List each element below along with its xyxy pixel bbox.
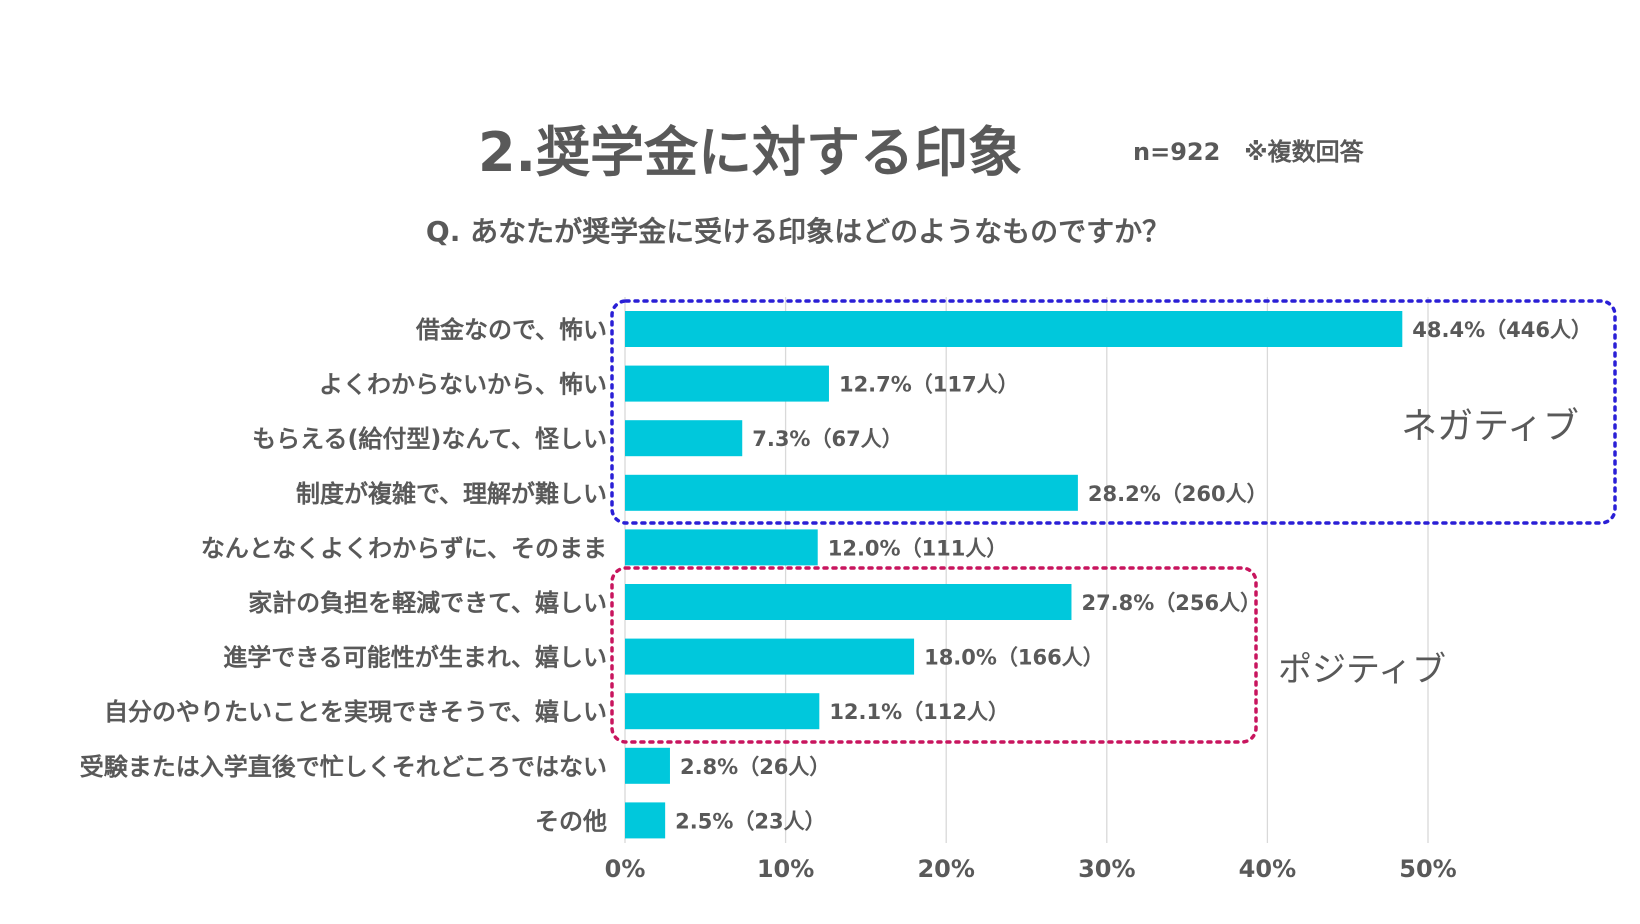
- data-label: 12.1%（112人）: [829, 700, 1009, 724]
- group-box: [610, 299, 1617, 525]
- bar: [625, 311, 1403, 347]
- data-label: 18.0%（166人）: [924, 646, 1104, 670]
- x-tick-label: 50%: [1399, 855, 1456, 883]
- bar: [625, 638, 915, 675]
- x-tick-label: 40%: [1239, 855, 1296, 883]
- bar: [625, 802, 666, 839]
- group-label: ネガティブ: [1401, 406, 1579, 447]
- bar: [625, 420, 743, 457]
- x-tick-label: 20%: [917, 855, 974, 883]
- group-box: [610, 566, 1258, 744]
- bars: [625, 311, 1403, 839]
- data-label: 2.8%（26人）: [680, 755, 830, 779]
- x-tick-label: 10%: [757, 855, 814, 883]
- category-label: 進学できる可能性が生まれ、嬉しい: [223, 644, 607, 672]
- category-label: 借金なので、怖い: [415, 316, 607, 344]
- category-label: 制度が複雑で、理解が難しい: [296, 480, 607, 508]
- x-axis-ticks: 0% 10% 20% 30% 40% 50%: [605, 855, 1457, 883]
- question-text: Q. あなたが奨学金に受ける印象はどのようなものですか？: [425, 215, 1171, 248]
- data-label: 27.8%（256人）: [1081, 591, 1261, 615]
- chart-title: 2.奨学金に対する印象: [477, 121, 1023, 184]
- category-label: 受験または入学直後で忙しくそれどころではない: [80, 753, 607, 781]
- x-tick-label: 30%: [1078, 855, 1135, 883]
- data-labels: 48.4%（446人） 12.7%（117人） 7.3%（67人） 28.2%（260…: [675, 318, 1592, 833]
- data-label: 48.4%（446人）: [1412, 318, 1592, 342]
- data-label: 12.0%（111人）: [828, 536, 1008, 560]
- bar: [625, 474, 1078, 511]
- category-label: その他: [535, 807, 607, 835]
- data-label: 28.2%（260人）: [1088, 482, 1268, 506]
- category-label: 家計の負担を軽減できて、嬉しい: [248, 589, 607, 617]
- bar: [625, 529, 818, 566]
- data-label: 2.5%（23人）: [675, 809, 825, 833]
- x-tick-label: 0%: [605, 855, 646, 883]
- category-labels: 借金なので、怖いよくわからないから、怖いもらえる(給付型)なんて、怪しい制度が複…: [80, 316, 607, 835]
- category-label: もらえる(給付型)なんて、怪しい: [252, 425, 607, 453]
- category-label: なんとなくよくわからずに、そのまま: [201, 534, 607, 562]
- category-label: よくわからないから、怖い: [319, 371, 607, 399]
- bar: [625, 693, 820, 730]
- category-label: 自分のやりたいことを実現できそうで、嬉しい: [104, 698, 607, 726]
- data-label: 12.7%（117人）: [839, 373, 1019, 397]
- bar: [625, 584, 1072, 620]
- sample-size-note: n=922 ※複数回答: [1133, 138, 1364, 166]
- question-area: Q. あなたが奨学金に受ける印象はどのようなものですか？: [0, 210, 1640, 250]
- data-label: 7.3%（67人）: [752, 427, 902, 451]
- group-label: ポジティブ: [1278, 650, 1446, 690]
- bar: [625, 747, 670, 784]
- bar: [625, 365, 829, 402]
- chart-title-area: 2.奨学金に対する印象 n=922 ※複数回答: [0, 108, 1640, 187]
